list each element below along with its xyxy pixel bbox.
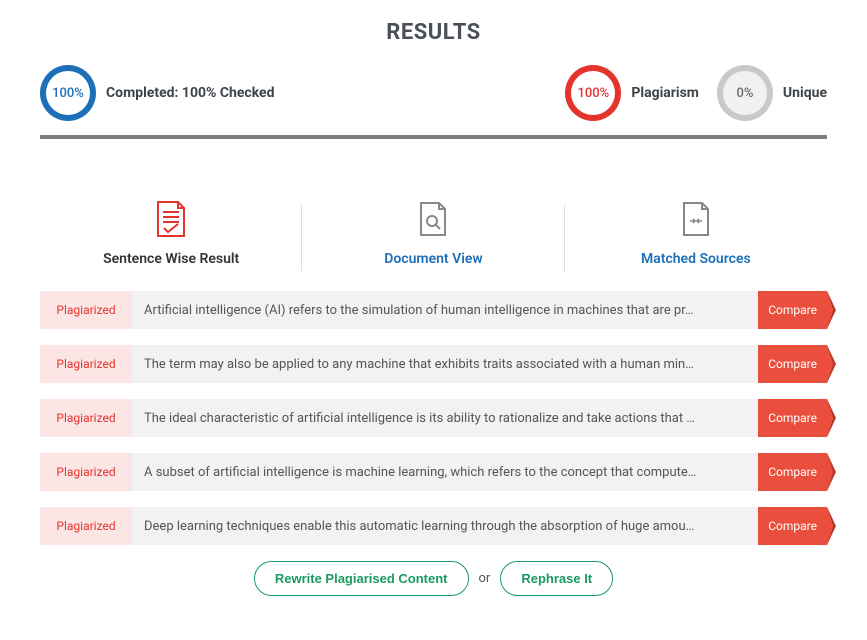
document-swap-icon (575, 199, 817, 239)
plagiarism-gauge: 100% (565, 65, 621, 121)
result-text: The ideal characteristic of artificial i… (132, 399, 758, 437)
stats-row: 100% Completed: 100% Checked 100% Plagia… (40, 65, 827, 121)
completed-gauge: 100% (40, 65, 96, 121)
plagiarized-tag: Plagiarized (40, 453, 132, 491)
completed-stat: 100% Completed: 100% Checked (40, 65, 275, 121)
tabs: Sentence Wise Result Document View (40, 199, 827, 281)
compare-button[interactable]: Compare (758, 453, 827, 491)
unique-value: 0% (723, 71, 767, 115)
or-text: or (479, 571, 491, 586)
tab-sentence-label: Sentence Wise Result (50, 251, 292, 267)
rephrase-button[interactable]: Rephrase It (500, 561, 613, 596)
result-row: Plagiarized Deep learning techniques ena… (40, 507, 827, 545)
result-text: A subset of artificial intelligence is m… (132, 453, 758, 491)
results-list: Plagiarized Artificial intelligence (AI)… (40, 291, 827, 545)
compare-button[interactable]: Compare (758, 345, 827, 383)
completed-label: Completed: 100% Checked (106, 85, 275, 101)
tab-matched-sources[interactable]: Matched Sources (565, 199, 827, 281)
plagiarized-tag: Plagiarized (40, 291, 132, 329)
result-row: Plagiarized The term may also be applied… (40, 345, 827, 383)
document-check-icon (50, 199, 292, 239)
rewrite-button[interactable]: Rewrite Plagiarised Content (254, 561, 469, 596)
unique-label: Unique (783, 85, 827, 101)
tab-document-label: Document View (312, 251, 554, 267)
result-text: Deep learning techniques enable this aut… (132, 507, 758, 545)
compare-button[interactable]: Compare (758, 291, 827, 329)
plagiarism-value: 100% (571, 71, 615, 115)
tab-sources-label: Matched Sources (575, 251, 817, 267)
tab-sentence-result[interactable]: Sentence Wise Result (40, 199, 302, 281)
result-row: Plagiarized The ideal characteristic of … (40, 399, 827, 437)
unique-gauge: 0% (717, 65, 773, 121)
result-text: Artificial intelligence (AI) refers to t… (132, 291, 758, 329)
divider (40, 135, 827, 139)
plagiarism-label: Plagiarism (631, 85, 699, 101)
plagiarized-tag: Plagiarized (40, 507, 132, 545)
result-row: Plagiarized A subset of artificial intel… (40, 453, 827, 491)
result-row: Plagiarized Artificial intelligence (AI)… (40, 291, 827, 329)
tab-document-view[interactable]: Document View (302, 199, 564, 281)
plagiarized-tag: Plagiarized (40, 399, 132, 437)
page-title: RESULTS (40, 20, 827, 45)
result-text: The term may also be applied to any mach… (132, 345, 758, 383)
bottom-actions: Rewrite Plagiarised Content or Rephrase … (40, 561, 827, 596)
compare-button[interactable]: Compare (758, 399, 827, 437)
completed-value: 100% (46, 71, 90, 115)
compare-button[interactable]: Compare (758, 507, 827, 545)
plagiarized-tag: Plagiarized (40, 345, 132, 383)
document-search-icon (312, 199, 554, 239)
